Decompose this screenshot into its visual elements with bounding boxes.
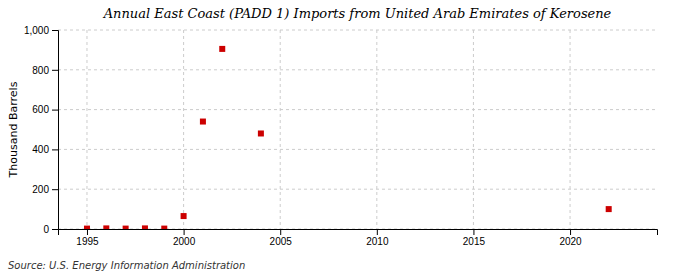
chart: 1995 2000 2005 2010 2015 2020 0 200 400 600 800 1,0… [0,0,675,275]
tick-mark [52,30,58,31]
x-axis: 1995 2000 2005 2010 2015 2020 [59,229,658,247]
grid [58,30,657,229]
point [200,119,206,125]
point [606,206,612,212]
point [258,130,264,136]
points [84,46,612,229]
grid-line [58,189,657,190]
tick-label: 1995 [76,236,99,247]
y-axis: 0 200 400 600 800 1,000 [24,25,59,235]
grid-line [570,30,571,229]
grid-line [58,30,657,31]
tick-label: 400 [32,144,49,155]
tick-label: 0 [43,224,49,235]
point [142,225,148,229]
tick: 200 [32,184,58,195]
grid-line [183,30,184,229]
tick-mark [52,149,58,150]
tick-mark [52,189,58,190]
grid-line [58,149,657,150]
point [123,226,129,229]
grid-line [58,109,657,110]
tick-mark [280,229,281,235]
tick: 1995 [76,229,99,247]
tick: 2015 [463,229,486,247]
tick: 2000 [173,229,196,247]
axis-line [59,230,658,236]
tick: 0 [43,224,58,235]
point [103,225,109,229]
y-axis-title: Thousand Barrels [7,81,20,178]
tick-label: 800 [32,65,49,76]
tick-mark [87,229,88,235]
tick-label: 600 [32,104,49,115]
point [161,226,167,229]
tick: 2020 [559,229,582,247]
tick-mark [570,229,571,235]
tick: 400 [32,144,58,155]
tick-mark [377,229,378,235]
tick-label: 200 [32,184,49,195]
source: Source: U.S. Energy Information Administ… [8,260,245,271]
tick-label: 2015 [463,236,486,247]
tick-mark [473,229,474,235]
tick: 800 [32,65,58,76]
point [181,213,187,219]
tick-label: 2010 [366,236,389,247]
tick-label: 1,000 [24,25,49,36]
plot-area: 1995 2000 2005 2010 2015 2020 0 200 400 600 800 1,0… [24,25,658,247]
grid-line [473,30,474,229]
tick-label: 2000 [173,236,196,247]
tick: 1,000 [24,25,58,36]
tick-mark [52,229,58,230]
tick: 2010 [366,229,389,247]
grid-line [58,69,657,70]
tick: 2005 [270,229,293,247]
tick-label: 2005 [270,236,293,247]
title: Annual East Coast (PADD 1) Imports from … [103,6,612,21]
tick-mark [184,229,185,235]
axis-line [52,31,59,230]
tick-mark [52,70,58,71]
tick: 600 [32,104,58,115]
point [219,46,225,52]
tick-label: 2020 [559,236,582,247]
point [84,226,90,229]
grid-line [280,30,281,229]
grid-line [86,30,87,229]
tick-mark [52,110,58,111]
grid-line [376,30,377,229]
